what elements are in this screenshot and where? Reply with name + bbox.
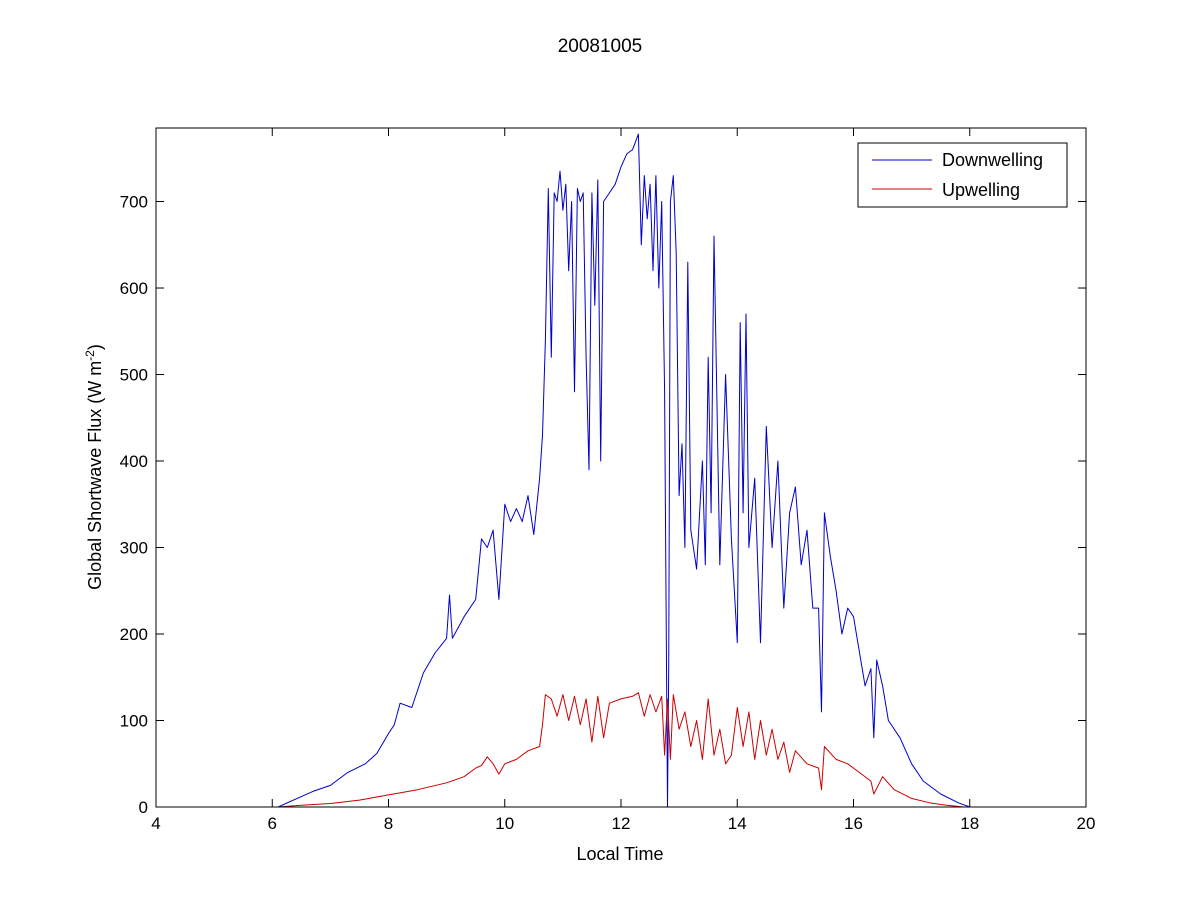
x-axis-ticks: 4 6 8 10 12 14 16 18 20 (151, 128, 1095, 833)
y-tick-label: 100 (120, 712, 148, 731)
x-tick-label: 16 (844, 814, 863, 833)
y-axis-label-close: ) (85, 344, 105, 350)
series-line-downwelling (277, 133, 970, 808)
y-axis-label: Global Shortwave Flux (W m-2) (83, 344, 105, 590)
data-layer (277, 133, 970, 808)
x-tick-label: 6 (268, 814, 277, 833)
y-tick-label: 200 (120, 625, 148, 644)
legend-label-upwelling: Upwelling (942, 180, 1020, 200)
x-tick-label: 12 (612, 814, 631, 833)
plot-background (156, 128, 1086, 807)
plot-area: 4 6 8 10 12 14 16 18 20 0 100 200 300 400 500 600 700 (120, 127, 1095, 833)
x-tick-label: 10 (495, 814, 514, 833)
chart-title: 20081005 (558, 36, 643, 57)
y-tick-label: 300 (120, 539, 148, 558)
y-axis-ticks: 0 100 200 300 400 500 600 700 (120, 193, 1086, 817)
x-tick-label: 14 (728, 814, 747, 833)
x-axis-label: Local Time (576, 844, 663, 864)
y-axis-label-superscript: -2 (83, 350, 97, 361)
x-tick-label: 8 (384, 814, 393, 833)
legend-box (857, 142, 1068, 208)
y-tick-label: 500 (120, 366, 148, 385)
y-tick-label: 400 (120, 452, 148, 471)
y-tick-label: 600 (120, 279, 148, 298)
y-tick-label: 700 (120, 193, 148, 212)
x-tick-label: 4 (151, 814, 160, 833)
x-tick-label: 20 (1077, 814, 1096, 833)
series-line-upwelling (278, 692, 970, 808)
legend: Downwelling Upwelling (857, 142, 1068, 208)
x-tick-label: 18 (960, 814, 979, 833)
legend-label-downwelling: Downwelling (942, 150, 1043, 170)
y-axis-label-main: Global Shortwave Flux (W m (85, 361, 105, 590)
y-tick-label: 0 (139, 798, 148, 817)
